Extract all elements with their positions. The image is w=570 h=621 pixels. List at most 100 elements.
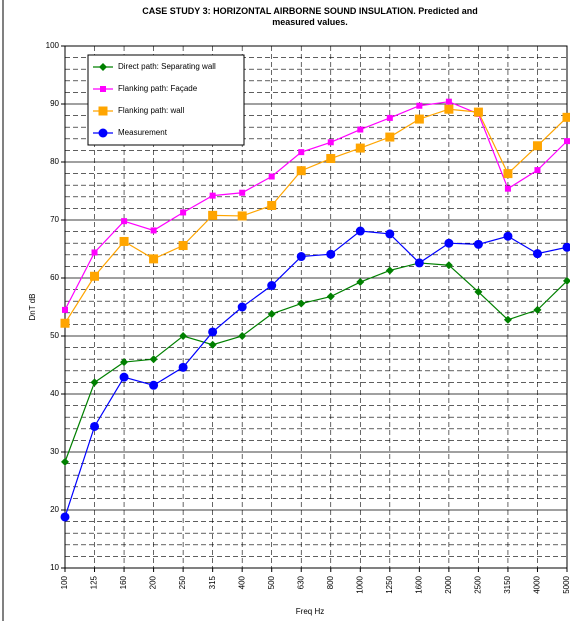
point xyxy=(99,63,107,71)
y-tick-label: 60 xyxy=(50,273,59,282)
x-tick-label: 2500 xyxy=(474,575,483,593)
point xyxy=(532,141,542,151)
point xyxy=(90,378,99,387)
x-tick-label: 3150 xyxy=(503,575,512,593)
point xyxy=(239,189,246,196)
point xyxy=(532,249,542,259)
point xyxy=(91,249,98,256)
x-axis-title: Freq Hz xyxy=(296,607,324,616)
point xyxy=(119,236,129,246)
point xyxy=(237,302,247,312)
point xyxy=(296,252,306,262)
x-tick-label: 1000 xyxy=(355,575,364,593)
point xyxy=(355,226,365,236)
x-tick-label: 5000 xyxy=(562,575,570,593)
point xyxy=(473,239,483,249)
point xyxy=(326,292,335,301)
point xyxy=(503,315,512,324)
point xyxy=(444,261,453,270)
point xyxy=(416,102,423,109)
point xyxy=(326,249,336,259)
point xyxy=(534,167,541,174)
point xyxy=(297,299,306,308)
point xyxy=(149,254,159,264)
point xyxy=(149,380,159,390)
x-tick-label: 100 xyxy=(60,575,69,589)
point xyxy=(98,106,108,116)
legend-label: Flanking path: wall xyxy=(118,106,184,115)
y-axis-title: DnT dB xyxy=(28,294,37,321)
point xyxy=(90,271,100,281)
point xyxy=(503,169,513,179)
point xyxy=(444,104,454,114)
point xyxy=(60,318,70,328)
point xyxy=(414,114,424,124)
point xyxy=(238,332,247,340)
x-tick-label: 630 xyxy=(296,575,305,589)
point xyxy=(562,112,570,122)
point xyxy=(357,126,364,133)
point xyxy=(179,332,188,340)
legend-label: Flanking path: Façade xyxy=(118,84,198,93)
legend-label: Measurement xyxy=(118,128,168,137)
point xyxy=(90,421,100,431)
point xyxy=(267,309,276,318)
point xyxy=(533,305,542,314)
y-tick-label: 90 xyxy=(50,99,59,108)
x-tick-label: 1600 xyxy=(414,575,423,593)
point xyxy=(414,258,424,268)
y-tick-label: 50 xyxy=(50,331,59,340)
point xyxy=(473,107,483,117)
point xyxy=(120,358,129,367)
x-tick-label: 315 xyxy=(208,575,217,589)
point xyxy=(356,278,365,287)
x-tick-label: 125 xyxy=(90,575,99,589)
point xyxy=(474,287,483,296)
point xyxy=(237,211,247,221)
point xyxy=(150,227,157,234)
point xyxy=(208,327,218,337)
point xyxy=(444,238,454,248)
point xyxy=(562,242,570,252)
point xyxy=(98,128,108,138)
y-tick-label: 10 xyxy=(50,563,59,572)
x-tick-label: 800 xyxy=(326,575,335,589)
x-tick-label: 4000 xyxy=(533,575,542,593)
point xyxy=(298,149,305,156)
y-tick-label: 100 xyxy=(46,41,60,50)
series-line xyxy=(64,262,568,463)
x-tick-label: 1250 xyxy=(385,575,394,593)
x-tick-label: 2000 xyxy=(444,575,453,593)
chart-title: CASE STUDY 3: HORIZONTAL AIRBORNE SOUND … xyxy=(142,6,478,27)
x-tick-label: 250 xyxy=(178,575,187,589)
series-line xyxy=(64,101,568,311)
point xyxy=(267,201,277,210)
legend-box xyxy=(87,54,245,146)
y-tick-label: 70 xyxy=(50,215,59,224)
y-tick-label: 40 xyxy=(50,389,59,398)
point xyxy=(564,138,570,145)
point xyxy=(504,185,511,192)
x-tick-label: 160 xyxy=(119,575,128,589)
point xyxy=(445,98,452,105)
x-tick-label: 200 xyxy=(149,575,158,589)
point xyxy=(268,173,275,180)
x-tick-label: 500 xyxy=(267,575,276,589)
x-tick-label: 400 xyxy=(237,575,246,589)
point xyxy=(355,143,365,153)
y-tick-label: 30 xyxy=(50,447,59,456)
point xyxy=(209,192,216,199)
series-line xyxy=(64,108,568,324)
point xyxy=(208,340,217,349)
point xyxy=(119,372,129,382)
point xyxy=(385,229,395,239)
point xyxy=(208,210,218,220)
point xyxy=(178,362,188,372)
point xyxy=(386,114,393,121)
point xyxy=(326,154,336,164)
point xyxy=(296,166,306,176)
point xyxy=(149,355,158,364)
point xyxy=(503,231,513,241)
